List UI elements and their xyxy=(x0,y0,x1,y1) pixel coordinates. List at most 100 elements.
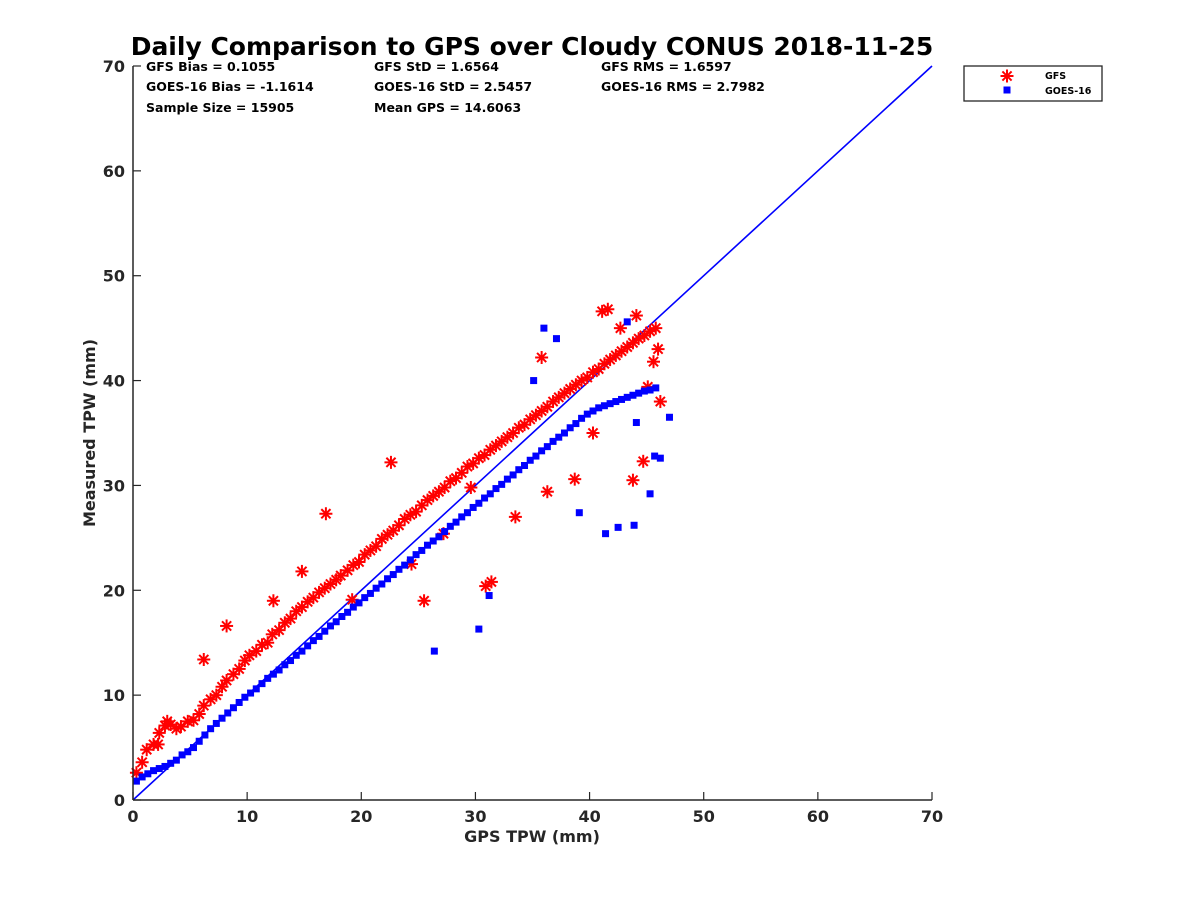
goes16-point xyxy=(560,429,568,437)
gfs-point xyxy=(140,743,154,757)
stat-text: GFS Bias = 0.1055 xyxy=(146,59,275,74)
goes16-point xyxy=(572,420,580,428)
goes16-point xyxy=(155,765,163,773)
legend-label-gfs: GFS xyxy=(1045,71,1066,82)
goes16-point xyxy=(235,698,243,706)
goes16-point xyxy=(144,770,152,778)
goes16-point xyxy=(138,773,146,781)
legend: GFS GOES-16 xyxy=(963,65,1103,102)
goes16-point xyxy=(632,419,640,427)
plot-area xyxy=(129,65,933,801)
goes16-point xyxy=(201,731,209,739)
gfs-point xyxy=(352,555,366,569)
gfs-point xyxy=(334,569,348,583)
gfs-point xyxy=(409,505,423,519)
gfs-point xyxy=(265,627,279,641)
goes16-point xyxy=(384,575,392,583)
goes16-point xyxy=(600,402,608,410)
y-tick-label: 10 xyxy=(103,686,125,705)
goes16-point xyxy=(435,533,443,541)
gfs-point xyxy=(540,485,554,499)
goes16-point xyxy=(530,377,538,385)
goes16-point xyxy=(241,693,249,701)
chart-title: Daily Comparison to GPS over Cloudy CONU… xyxy=(131,32,934,61)
x-tick-label: 50 xyxy=(693,807,715,826)
goes16-point xyxy=(212,719,220,727)
goes16-point xyxy=(372,584,380,592)
goes16-point xyxy=(475,625,483,633)
goes16-point xyxy=(423,541,431,549)
goes16-point xyxy=(630,521,638,529)
gfs-point xyxy=(220,619,234,633)
goes16-point xyxy=(583,410,591,418)
goes16-point xyxy=(326,622,334,630)
gfs-point xyxy=(295,564,309,578)
gfs-point xyxy=(609,348,623,362)
gfs-point xyxy=(626,473,640,487)
gfs-point xyxy=(312,585,326,599)
goes16-point xyxy=(602,530,610,538)
goes16-point xyxy=(332,618,340,626)
gfs-point xyxy=(438,481,452,495)
goes16-point xyxy=(509,471,517,479)
goes16-point xyxy=(469,503,477,511)
goes16-point xyxy=(418,546,426,554)
goes16-point xyxy=(338,613,346,620)
x-tick-label: 20 xyxy=(350,807,372,826)
gfs-point xyxy=(586,426,600,440)
gfs-point xyxy=(651,342,665,356)
gfs-point xyxy=(192,707,206,721)
stat-text: Mean GPS = 14.6063 xyxy=(374,100,521,115)
goes16-point xyxy=(665,413,673,421)
goes16-point xyxy=(172,756,180,764)
goes16-point xyxy=(269,670,277,678)
gfs-point xyxy=(197,652,211,666)
goes16-point xyxy=(378,580,386,588)
goes16-point xyxy=(646,490,654,498)
legend-label-goes16: GOES-16 xyxy=(1045,86,1092,97)
goes16-point xyxy=(132,777,140,785)
goes16-point xyxy=(258,680,266,688)
goes16-point xyxy=(532,452,540,460)
goes16-point xyxy=(406,556,414,564)
goes16-point xyxy=(361,594,369,602)
goes16-point xyxy=(503,475,511,483)
goes16-point xyxy=(575,509,583,517)
goes16-point xyxy=(184,748,192,756)
gfs-point xyxy=(653,395,667,409)
goes16-point xyxy=(349,603,357,611)
stat-text: Sample Size = 15905 xyxy=(146,100,294,115)
stat-text: GFS RMS = 1.6597 xyxy=(601,59,732,74)
goes16-point xyxy=(595,404,603,412)
goes16-point xyxy=(498,480,506,488)
goes16-point xyxy=(292,651,300,659)
gfs-point xyxy=(174,720,188,734)
goes16-point xyxy=(481,494,489,502)
goes16-point xyxy=(656,454,664,462)
gfs-point xyxy=(209,688,223,702)
gfs-point xyxy=(455,466,469,480)
y-tick-label: 70 xyxy=(103,57,125,76)
goes16-point xyxy=(446,522,454,530)
goes16-point xyxy=(229,704,237,712)
x-tick-label: 40 xyxy=(578,807,600,826)
goes16-point xyxy=(189,744,197,752)
goes16-point xyxy=(275,666,283,674)
series-goes-16 xyxy=(132,318,673,785)
gfs-point xyxy=(417,594,431,608)
gfs-point xyxy=(620,340,634,354)
gfs-point xyxy=(318,581,332,595)
goes16-point xyxy=(521,462,529,470)
statistics-block: GFS Bias = 0.1055 GFS StD = 1.6564 GFS RMS… xyxy=(146,59,765,115)
goes16-point xyxy=(452,518,460,526)
goes16-point xyxy=(629,391,637,399)
goes16-point xyxy=(224,709,232,717)
goes16-point xyxy=(429,537,437,545)
goes16-point xyxy=(355,599,363,607)
gfs-point xyxy=(384,455,398,469)
gfs-point xyxy=(568,472,582,486)
x-tick-label: 10 xyxy=(236,807,258,826)
goes16-point xyxy=(441,528,449,536)
gfs-point xyxy=(636,454,650,468)
gfs-point xyxy=(242,648,256,662)
